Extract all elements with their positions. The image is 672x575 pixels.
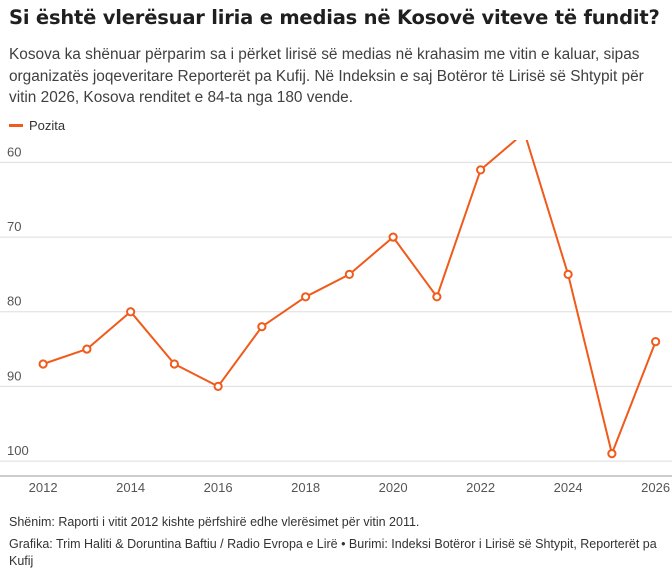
credits: Grafika: Trim Haliti & Doruntina Baftiu … bbox=[9, 537, 657, 568]
data-point-2015 bbox=[169, 359, 179, 369]
y-tick-label-80: 80 bbox=[7, 294, 21, 309]
legend-swatch bbox=[9, 124, 23, 127]
legend: Pozita bbox=[9, 118, 65, 133]
x-axis-ticks: 2012 2014 2016 2018 2020 2022 2024 2026 bbox=[29, 480, 670, 495]
chart-title: Si është vlerësuar liria e medias në Kos… bbox=[9, 6, 660, 29]
x-tick-label-2018: 2018 bbox=[291, 480, 320, 495]
x-tick-label-2014: 2014 bbox=[116, 480, 145, 495]
x-tick-label-2012: 2012 bbox=[29, 480, 58, 495]
x-tick-label-2020: 2020 bbox=[379, 480, 408, 495]
data-point-2013 bbox=[82, 344, 92, 354]
legend-label: Pozita bbox=[29, 118, 66, 133]
series-pozita bbox=[38, 140, 661, 459]
data-point-2022 bbox=[476, 165, 486, 175]
y-tick-label-70: 70 bbox=[7, 219, 21, 234]
data-point-2018 bbox=[301, 292, 311, 302]
line-chart: 60 70 80 90 100 2012 2014 2016 2018 2020 2022 2024… bbox=[0, 140, 672, 495]
x-tick-label-2024: 2024 bbox=[554, 480, 583, 495]
data-point-2016 bbox=[213, 381, 223, 391]
y-tick-label-60: 60 bbox=[7, 144, 21, 159]
y-tick-label-90: 90 bbox=[7, 368, 21, 383]
data-point-2021 bbox=[432, 292, 442, 302]
x-tick-label-2026: 2026 bbox=[641, 480, 670, 495]
data-point-2020 bbox=[388, 232, 398, 242]
data-point-2012 bbox=[38, 359, 48, 369]
x-tick-label-2022: 2022 bbox=[466, 480, 495, 495]
data-point-2026 bbox=[651, 337, 661, 347]
series-line-0 bbox=[42, 140, 657, 455]
y-tick-label-100: 100 bbox=[7, 443, 29, 458]
x-tick-label-2016: 2016 bbox=[204, 480, 233, 495]
data-point-2025 bbox=[607, 449, 617, 459]
y-axis-ticks: 60 70 80 90 100 bbox=[7, 144, 29, 458]
data-point-2014 bbox=[126, 307, 136, 317]
data-point-2017 bbox=[257, 322, 267, 332]
gridlines bbox=[0, 161, 672, 477]
chart-subtitle: Kosova ka shënuar përparim sa i përket l… bbox=[9, 46, 644, 106]
data-point-2019 bbox=[344, 269, 354, 279]
data-point-2024 bbox=[563, 269, 573, 279]
footnote: Shënim: Raporti i vitit 2012 kishte përf… bbox=[9, 515, 420, 529]
